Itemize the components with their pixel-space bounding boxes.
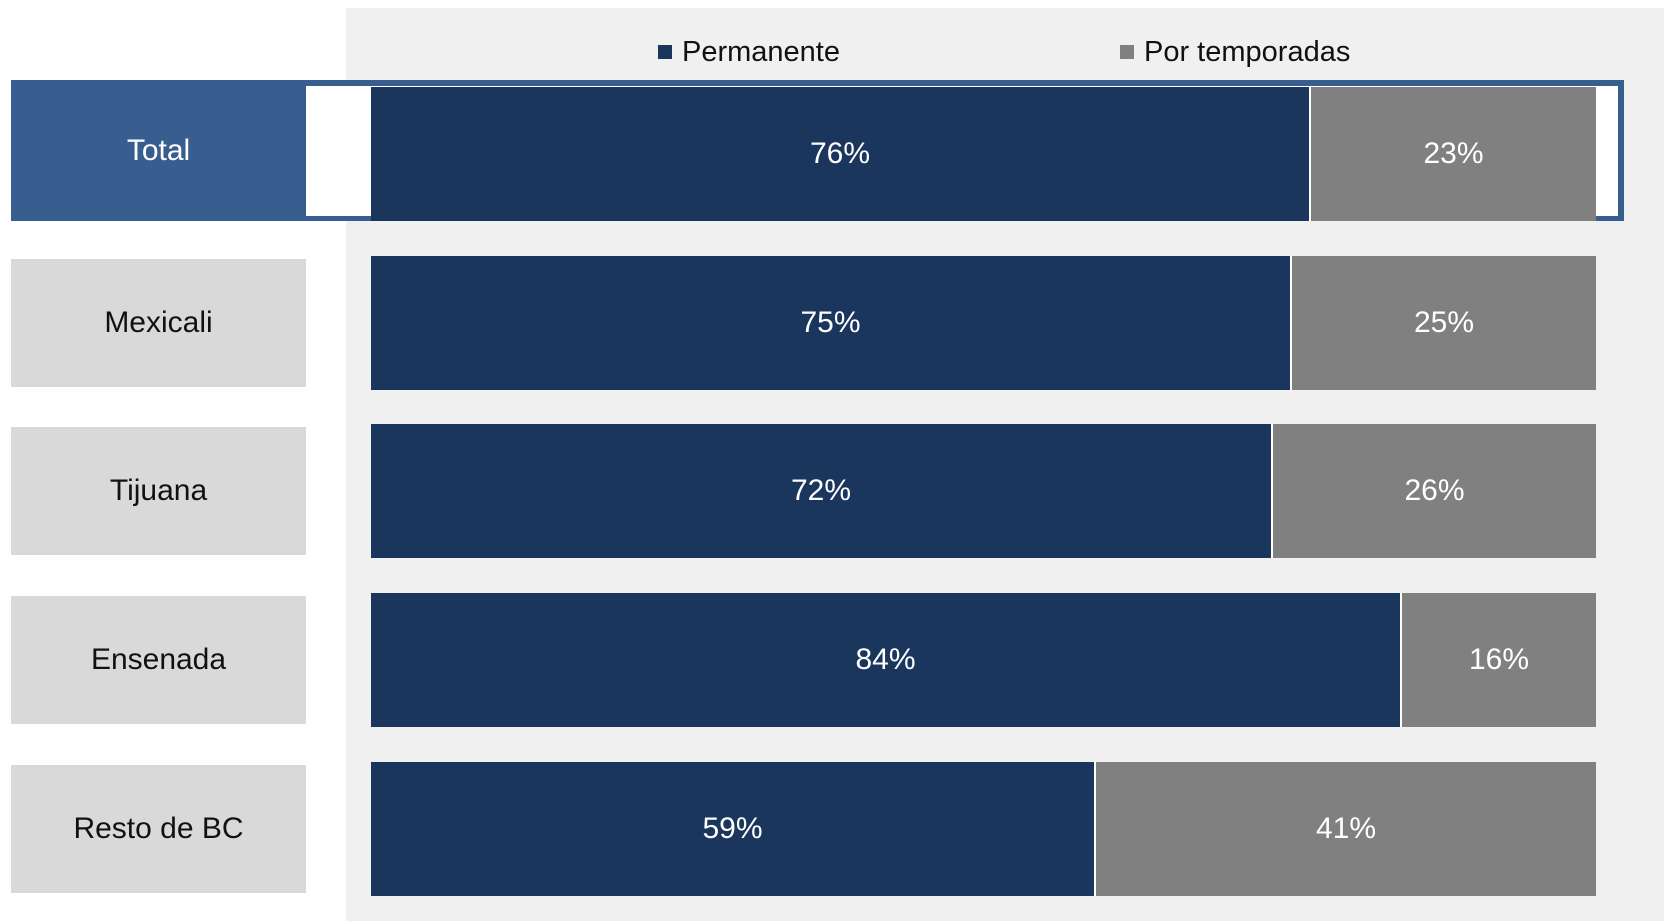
bar-segment-permanente-tijuana: 72% xyxy=(371,424,1271,558)
legend-swatch-permanente xyxy=(658,45,672,59)
category-label-mexicali: Mexicali xyxy=(11,259,306,387)
legend-item-permanente: Permanente xyxy=(658,30,840,74)
legend-swatch-por-temporadas xyxy=(1120,45,1134,59)
bar-segment-por-temporadas-resto-de-bc: 41% xyxy=(1094,762,1596,896)
legend: Permanente Por temporadas xyxy=(0,30,1664,74)
legend-item-por-temporadas: Por temporadas xyxy=(1120,30,1350,74)
bar-segment-por-temporadas-mexicali: 25% xyxy=(1290,256,1596,390)
category-label-resto-de-bc: Resto de BC xyxy=(11,765,306,893)
bar-segment-permanente-ensenada: 84% xyxy=(371,593,1400,727)
legend-label-por-temporadas: Por temporadas xyxy=(1144,35,1351,68)
bar-segment-por-temporadas-ensenada: 16% xyxy=(1400,593,1596,727)
bar-segment-permanente-resto-de-bc: 59% xyxy=(371,762,1094,896)
bar-segment-permanente-mexicali: 75% xyxy=(371,256,1290,390)
bar-segment-permanente-total: 76% xyxy=(371,87,1309,221)
category-label-ensenada: Ensenada xyxy=(11,596,306,724)
bar-segment-por-temporadas-total: 23% xyxy=(1309,87,1596,221)
category-label-total: Total xyxy=(11,86,306,216)
bar-segment-por-temporadas-tijuana: 26% xyxy=(1271,424,1596,558)
legend-label-permanente: Permanente xyxy=(682,35,840,68)
category-label-tijuana: Tijuana xyxy=(11,427,306,555)
